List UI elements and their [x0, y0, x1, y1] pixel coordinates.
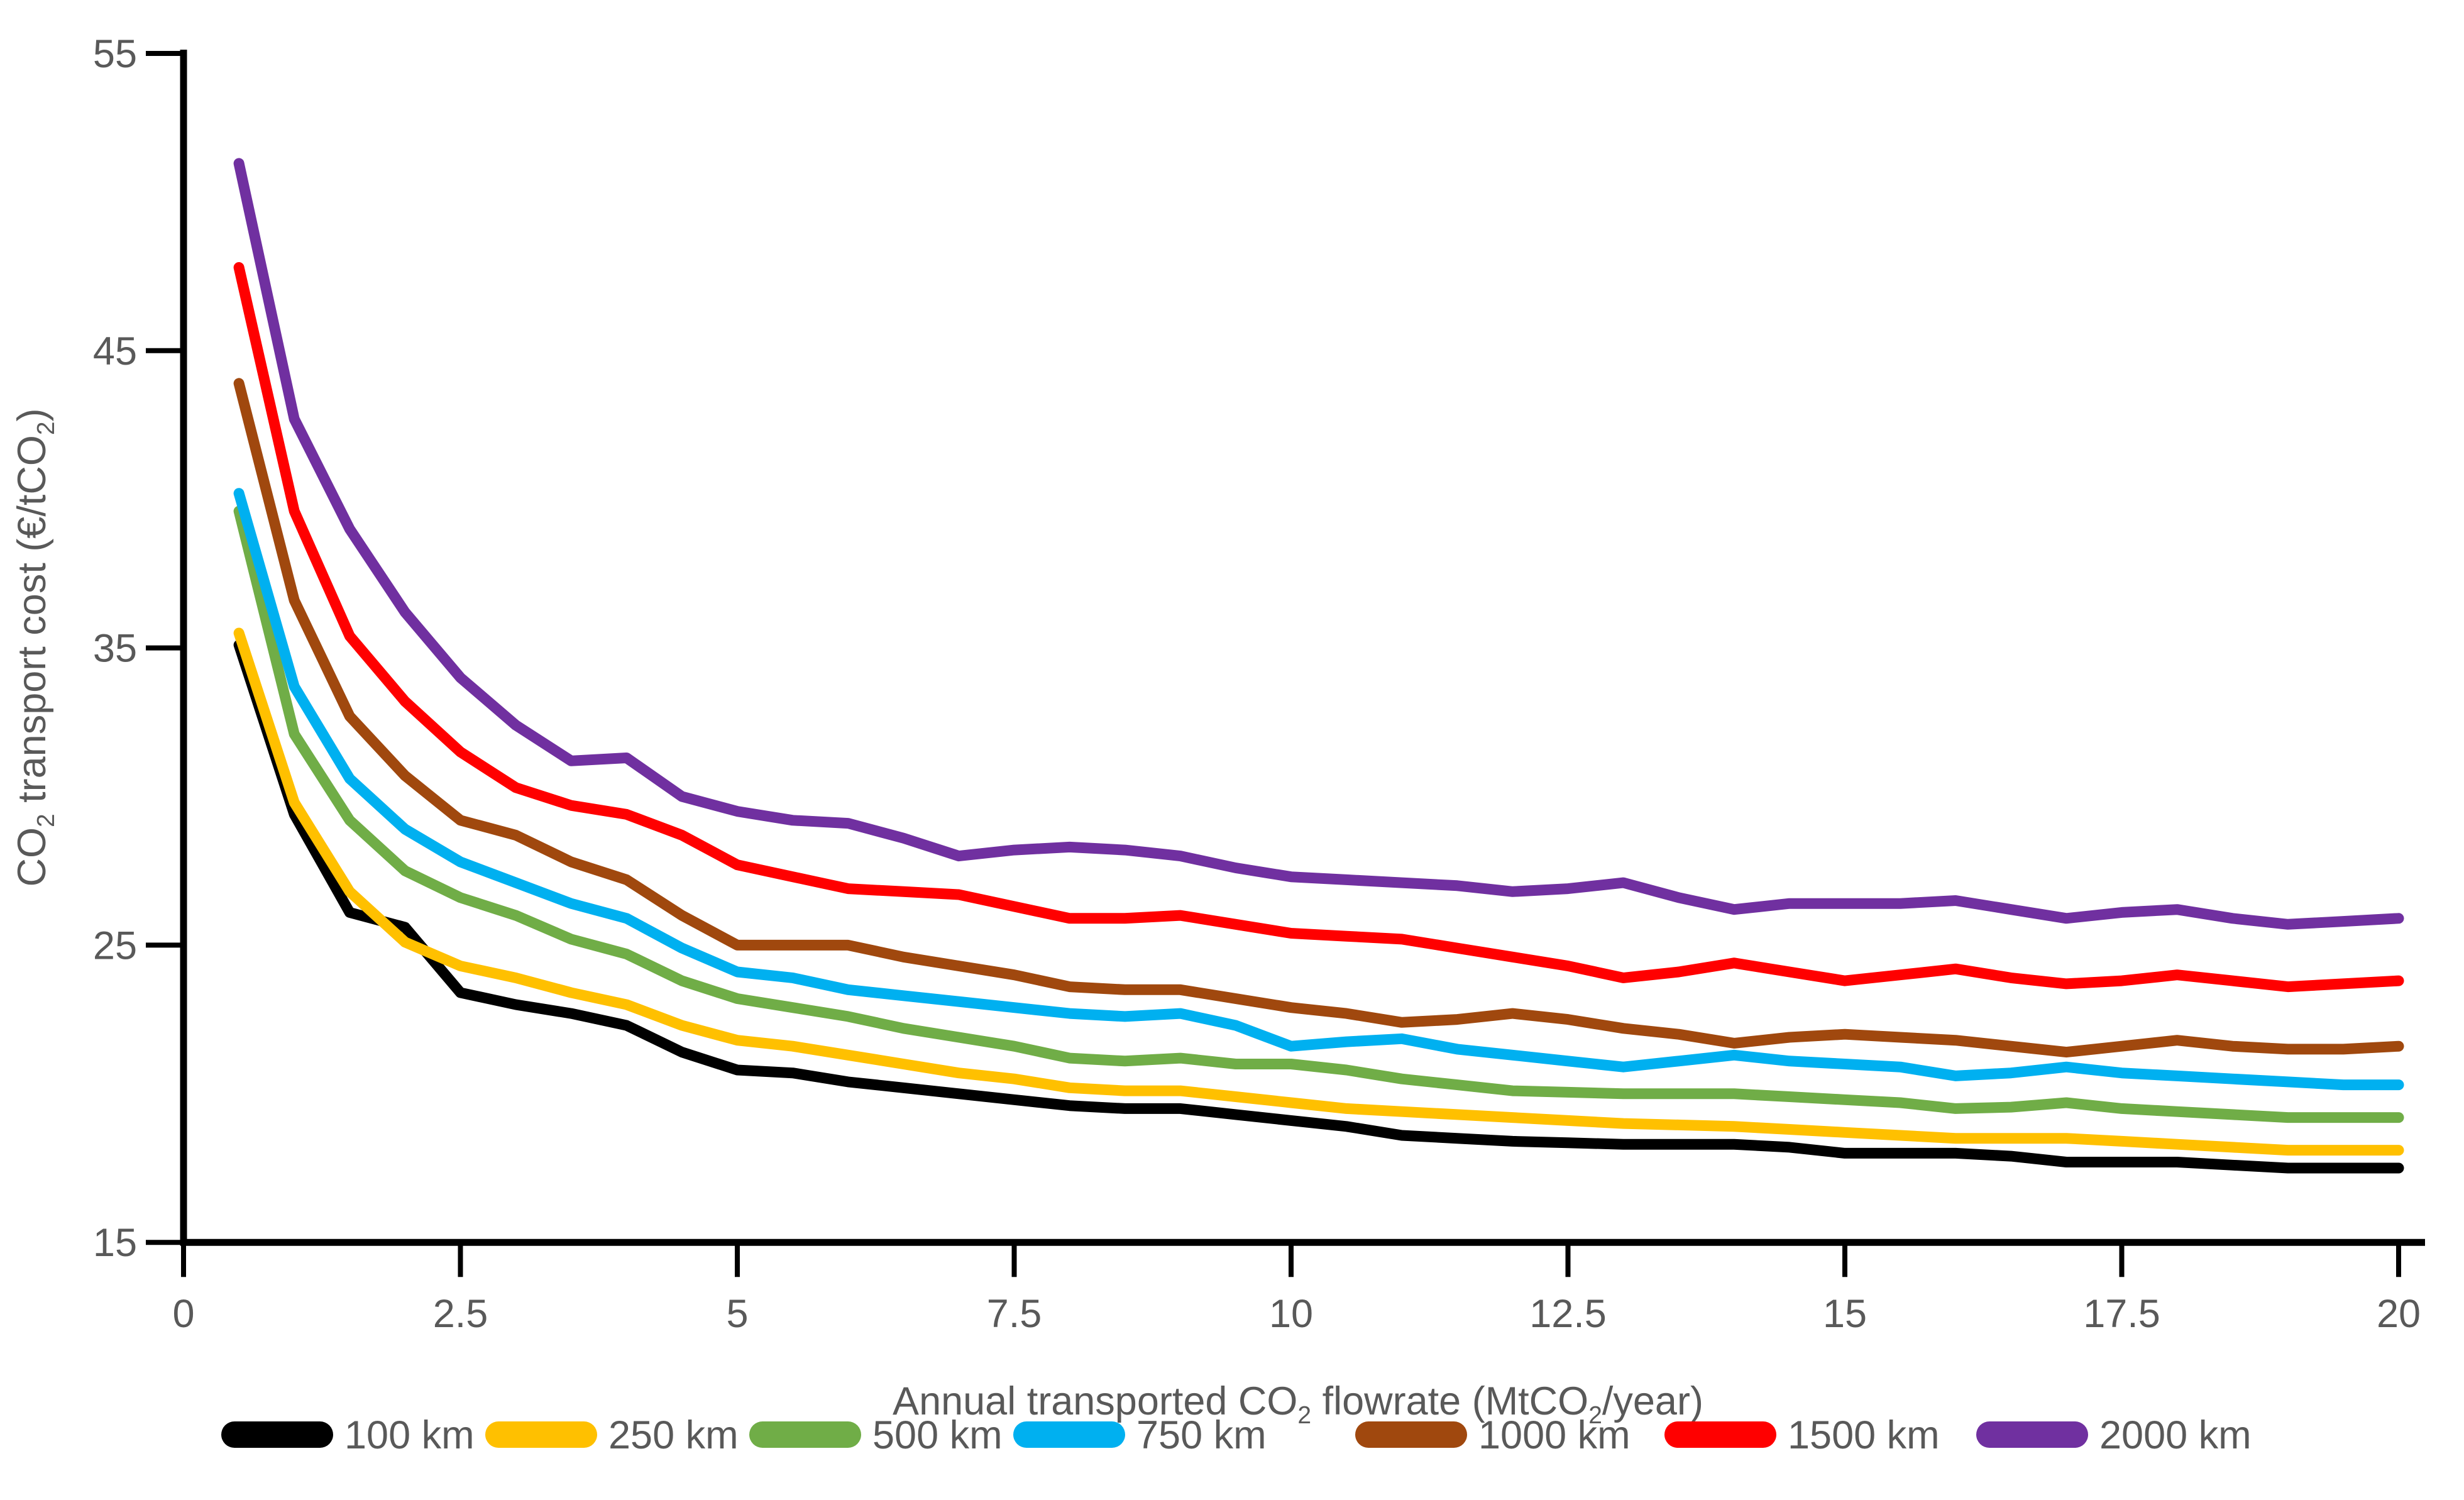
x-axis-tick-label: 12.5 [1529, 1292, 1607, 1336]
y-axis-tick-label: 15 [93, 1221, 137, 1265]
legend-swatch-250-km [485, 1421, 597, 1448]
legend-label-100-km: 100 km [344, 1413, 475, 1457]
legend-label-500-km: 500 km [872, 1413, 1003, 1457]
series-line-2000-km [233, 158, 2404, 930]
y-axis-title: CO2 transport cost (€/tCO2) [10, 408, 60, 886]
x-axis-tick-label: 0 [172, 1292, 194, 1336]
legend-swatch-500-km [749, 1421, 861, 1448]
legend-swatch-100-km [221, 1421, 333, 1448]
y-axis-tick-label: 45 [93, 329, 137, 373]
series-line-1500-km [233, 262, 2404, 993]
x-axis-title: Annual transported CO2 flowrate (MtCO2/y… [893, 1379, 1703, 1429]
legend-swatch-750-km [1013, 1421, 1125, 1448]
series-line-750-km [233, 488, 2404, 1091]
legend-swatch-1000-km [1355, 1421, 1467, 1448]
x-axis-tick-label: 15 [1823, 1292, 1867, 1336]
x-axis-tick-label: 5 [726, 1292, 748, 1336]
y-axis-tick-label: 25 [93, 924, 137, 968]
legend-label-750-km: 750 km [1136, 1413, 1267, 1457]
legend-swatch-1500-km [1664, 1421, 1776, 1448]
series-line-500-km [233, 505, 2404, 1123]
x-axis-tick-label: 20 [2377, 1292, 2421, 1336]
legend-label-1500-km: 1500 km [1788, 1413, 1940, 1457]
legend-label-250-km: 250 km [608, 1413, 739, 1457]
series-line-250-km [233, 627, 2404, 1156]
x-axis-tick-label: 7.5 [987, 1292, 1042, 1336]
x-axis-tick-label: 2.5 [433, 1292, 488, 1336]
y-axis-tick-label: 35 [93, 627, 137, 671]
y-axis-tick-label: 55 [93, 32, 137, 76]
series-line-1000-km [233, 378, 2404, 1058]
legend-label-2000-km: 2000 km [2099, 1413, 2252, 1457]
x-axis-tick-label: 10 [1269, 1292, 1313, 1336]
x-axis-tick-label: 17.5 [2083, 1292, 2160, 1336]
series-line-100-km [233, 639, 2404, 1174]
legend-label-1000-km: 1000 km [1478, 1413, 1631, 1457]
legend-swatch-2000-km [1976, 1421, 2088, 1448]
